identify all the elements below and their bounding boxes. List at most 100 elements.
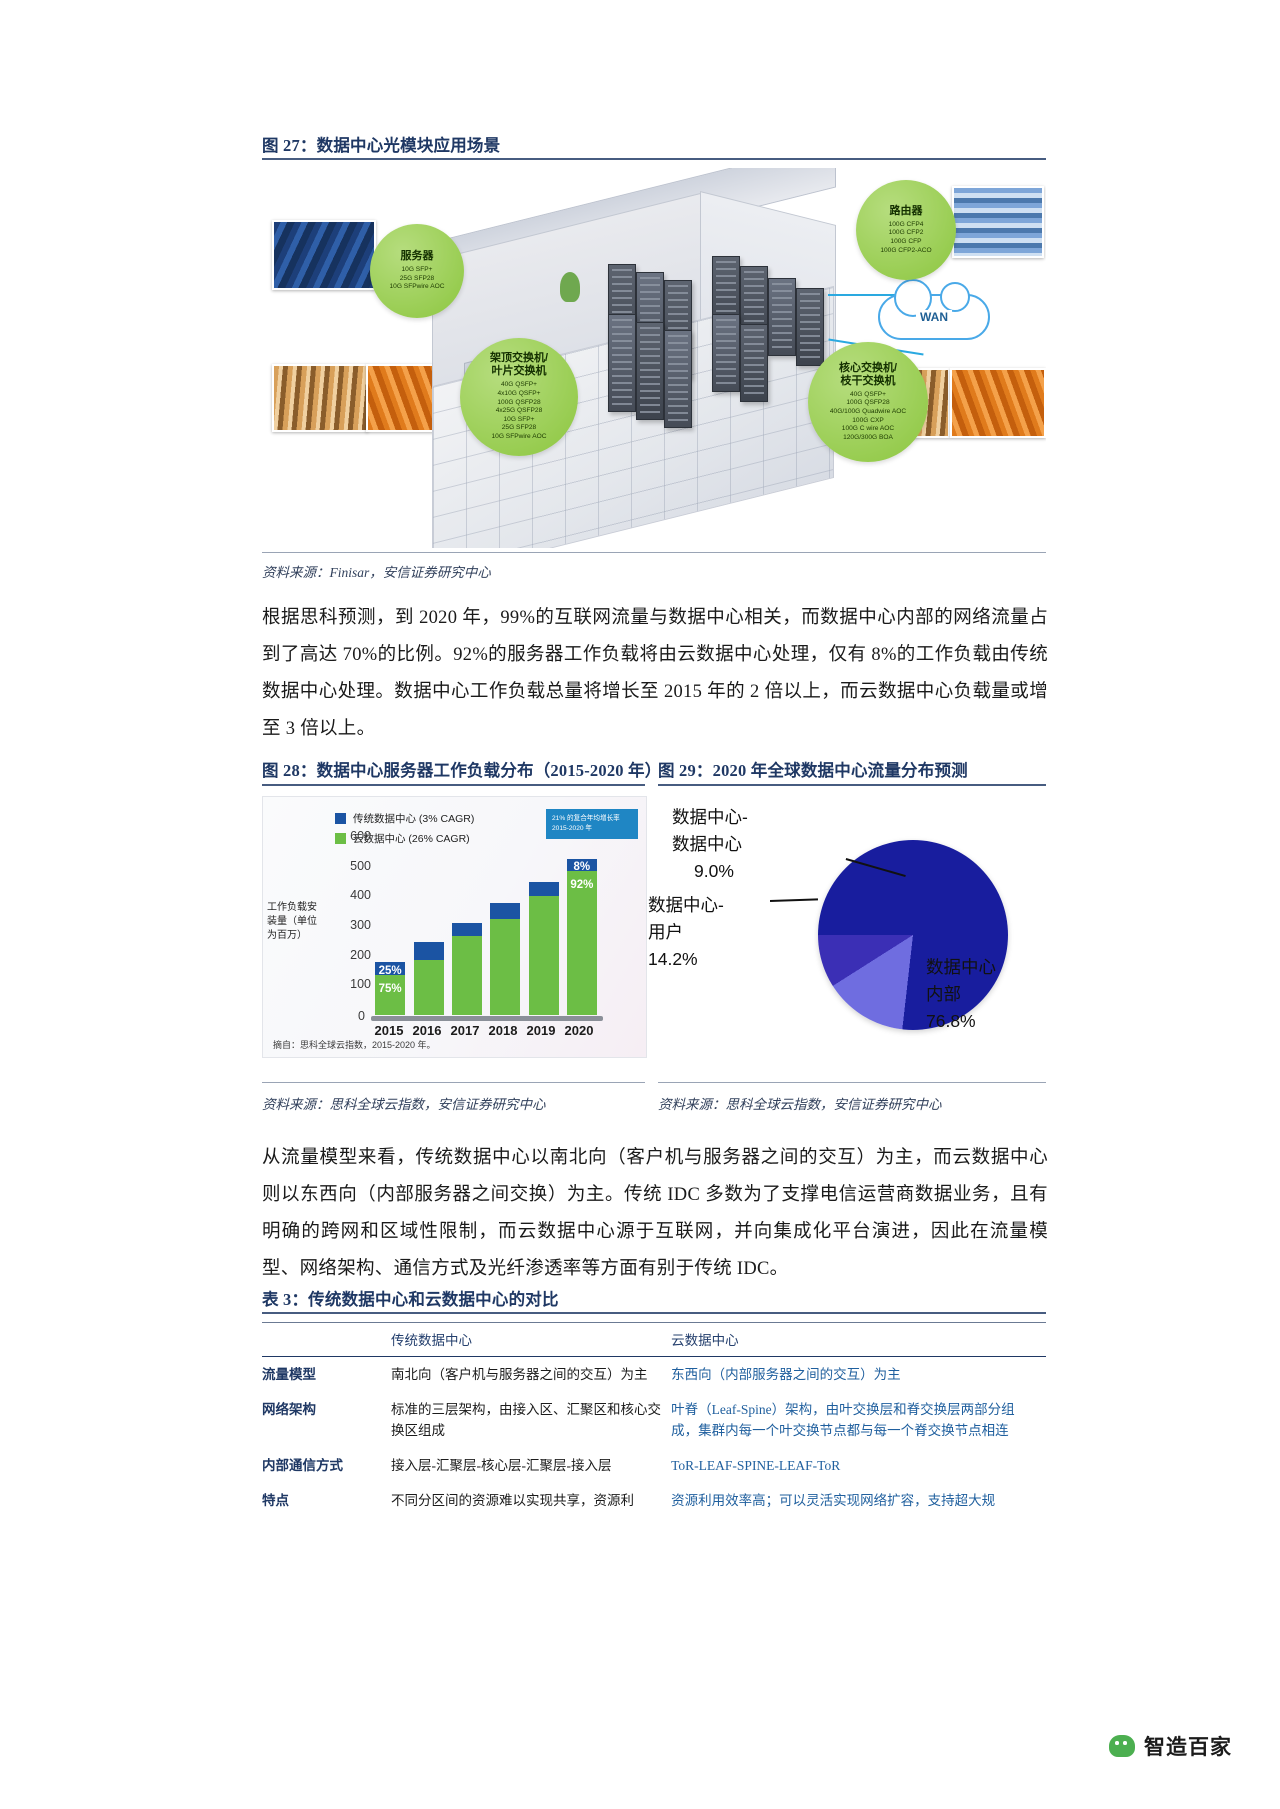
legend-label-traditional: 传统数据中心 (3% CAGR) xyxy=(353,813,475,825)
cell-traditional-network-architecture: 标准的三层架构，由接入区、汇聚区和核心交换区组成 xyxy=(390,1402,661,1438)
server-rack xyxy=(664,330,692,428)
pie-callout-dc-to-dc-line2: 数据中心 xyxy=(672,834,742,854)
figure-27-illustration: WAN 服务器 10G SFP+ 25G SFP28 10G SFPwire A… xyxy=(262,168,1046,548)
pie-callout-dc-to-user-line2: 用户 xyxy=(648,922,683,942)
table-3-heading-rule xyxy=(262,1312,1046,1314)
callout-core-switch: 核心交换机/ 枝干交换机 40G QSFP+ 100G QSFP28 40G/1… xyxy=(808,342,928,462)
pie-callout-dc-internal-line2: 内部 xyxy=(926,984,961,1004)
figure-29-source-rule xyxy=(658,1082,1046,1083)
callout-router-title: 路由器 xyxy=(889,204,923,217)
table-col-header-blank xyxy=(262,1323,391,1356)
y-tick: 400 xyxy=(350,888,371,903)
y-axis-ticks: 600 500 400 300 200 100 xyxy=(329,829,371,1015)
datacenter-room-illustration xyxy=(412,168,882,548)
callout-server-spec: 10G SFPwire AOC xyxy=(389,283,445,291)
legend-swatch-traditional xyxy=(335,813,346,824)
bar-label-traditional-2015: 25% xyxy=(378,964,402,977)
y-axis-label: 工作负载安装量（单位为百万） xyxy=(267,902,317,941)
footer-brand: 智造百家 xyxy=(1097,1725,1244,1767)
callout-core-spec: 40G/100G Quadwire AOC xyxy=(829,407,907,415)
bar-label-cloud-2020: 92% xyxy=(570,879,594,892)
x-tick-2018: 2018 xyxy=(488,1023,518,1038)
bar-segment-traditional-2017 xyxy=(451,923,482,937)
callout-core-switch-title: 核心交换机/ 枝干交换机 xyxy=(838,361,898,387)
callout-tor-spec: 25G SFP28 xyxy=(501,424,537,432)
figure-27-heading-rule xyxy=(262,158,1046,160)
figure-27-source-rule xyxy=(262,552,1046,553)
cell-traditional-internal-communication: 接入层-汇聚层-核心层-汇聚层-接入层 xyxy=(390,1458,612,1473)
callout-core-spec: 100G QSFP28 xyxy=(846,399,890,407)
bar-segment-cloud-2016 xyxy=(413,960,444,1015)
chart-legend: 传统数据中心 (3% CAGR) 云数据中心 (26% CAGR) xyxy=(335,811,474,851)
bar-segment-traditional-2019 xyxy=(528,882,559,897)
row-label-traffic-model: 流量模型 xyxy=(262,1367,316,1382)
server-rack xyxy=(712,314,740,392)
legend-item-traditional: 传统数据中心 (3% CAGR) xyxy=(335,811,474,826)
callout-tor-switch: 架顶交换机/ 叶片交换机 40G QSFP+ 4x10G QSFP+ 100G … xyxy=(460,338,578,456)
chart-note: 摘自：思科全球云指数，2015-2020 年。 xyxy=(273,1040,436,1050)
y-tick: 300 xyxy=(350,918,371,932)
pie-callout-dc-internal: 数据中心 内部 76.8% xyxy=(926,954,996,1035)
callout-tor-spec: 100G QSFP28 xyxy=(497,398,541,406)
figure-28-source-rule xyxy=(262,1082,645,1083)
figure-29-heading: 图 29：2020 年全球数据中心流量分布预测 xyxy=(658,761,968,780)
table-row: 网络架构 标准的三层架构，由接入区、汇聚区和核心交换区组成 叶脊（Leaf-Sp… xyxy=(262,1392,1046,1448)
table-row: 流量模型 南北向（客户机与服务器之间的交互）为主 东西向（内部服务器之间的交互）… xyxy=(262,1357,1046,1393)
table-header-row: 传统数据中心 云数据中心 xyxy=(262,1323,1046,1356)
pie-callout-dc-to-user: 数据中心- 用户 14.2% xyxy=(648,892,724,973)
x-tick-2019: 2019 xyxy=(526,1023,556,1038)
figure-27-heading: 图 27：数据中心光模块应用场景 xyxy=(262,136,501,155)
photo-server-rack xyxy=(272,220,376,290)
pie-callout-dc-internal-line1: 数据中心 xyxy=(926,957,996,977)
callout-tor-spec: 10G SFPwire AOC xyxy=(491,432,547,440)
bar-segment-traditional-2018 xyxy=(490,902,521,919)
server-rack xyxy=(608,314,636,412)
callout-server-title: 服务器 xyxy=(400,250,434,263)
bar-2017 xyxy=(451,923,482,1015)
table-3: 传统数据中心 云数据中心 流量模型 南北向（客户机与服务器之间的交互）为主 东西… xyxy=(262,1322,1046,1518)
callout-core-spec: 100G C wire AOC xyxy=(841,425,895,433)
paragraph-cisco-forecast: 根据思科预测，到 2020 年，99%的互联网流量与数据中心相关，而数据中心内部… xyxy=(262,608,1048,739)
paragraph-traffic-model: 从流量模型来看，传统数据中心以南北向（客户机与服务器之间的交互）为主，而云数据中… xyxy=(262,1148,1048,1279)
pie-callout-dc-to-user-value: 14.2% xyxy=(648,949,698,969)
pie-callout-dc-internal-value: 76.8% xyxy=(926,1011,976,1031)
y-tick: 200 xyxy=(350,947,371,962)
x-axis-line xyxy=(371,1016,603,1021)
figure-29-heading-rule xyxy=(658,784,1046,786)
bar-segment-traditional-2016 xyxy=(413,942,444,961)
figure-28-source: 资料来源：思科全球云指数，安信证券研究中心 xyxy=(262,1097,546,1112)
cell-traditional-traffic-model: 南北向（客户机与服务器之间的交互）为主 xyxy=(390,1367,648,1382)
bar-segment-cloud-2018 xyxy=(490,918,521,1015)
callout-router-spec: 100G CFP4 xyxy=(888,220,924,228)
callout-router-spec: 100G CFP2 xyxy=(888,229,924,237)
bar-segment-cloud-2015 xyxy=(375,975,406,1015)
server-rack xyxy=(740,324,768,402)
callout-tor-spec: 4x25G QSFP28 xyxy=(495,407,543,415)
legend-item-cloud: 云数据中心 (26% CAGR) xyxy=(335,831,474,846)
bar-segment-cloud-2019 xyxy=(528,896,559,1015)
row-label-internal-communication: 内部通信方式 xyxy=(262,1458,343,1473)
footer-brand-label: 智造百家 xyxy=(1144,1735,1232,1759)
y-tick: 600 xyxy=(350,829,371,843)
legend-swatch-cloud xyxy=(335,833,346,844)
cell-cloud-network-architecture: 叶脊（Leaf-Spine）架构，由叶交换层和脊交换层两部分组成，集群内每一个叶… xyxy=(671,1402,1015,1438)
table-col-header-traditional: 传统数据中心 xyxy=(390,1333,472,1348)
table-3-heading: 表 3：传统数据中心和云数据中心的对比 xyxy=(262,1290,559,1309)
cell-traditional-characteristics: 不同分区间的资源难以实现共享，资源利 xyxy=(390,1493,634,1508)
callout-core-spec: 40G QSFP+ xyxy=(849,390,887,398)
row-label-characteristics: 特点 xyxy=(262,1493,289,1508)
callout-server: 服务器 10G SFP+ 25G SFP28 10G SFPwire AOC xyxy=(370,224,464,318)
callout-tor-spec: 10G SFP+ xyxy=(503,415,535,423)
cagr-callout-box: 21% 的复合年均增长率 2015-2020 年 xyxy=(546,809,638,839)
x-tick-2020: 2020 xyxy=(564,1023,594,1038)
photo-router xyxy=(952,186,1044,258)
callout-tor-spec: 4x10G QSFP+ xyxy=(497,390,541,398)
wan-cloud-icon: WAN xyxy=(878,279,990,340)
cell-cloud-characteristics: 资源利用效率高；可以灵活实现网络扩容，支持超大规 xyxy=(671,1493,996,1508)
cell-cloud-traffic-model: 东西向（内部服务器之间的交互）为主 xyxy=(671,1367,901,1382)
figure-28-heading-rule xyxy=(262,784,645,786)
plant-decoration xyxy=(560,272,580,302)
callout-tor-spec: 40G QSFP+ xyxy=(500,381,538,389)
pie-callout-dc-to-dc-value: 9.0% xyxy=(694,861,734,881)
